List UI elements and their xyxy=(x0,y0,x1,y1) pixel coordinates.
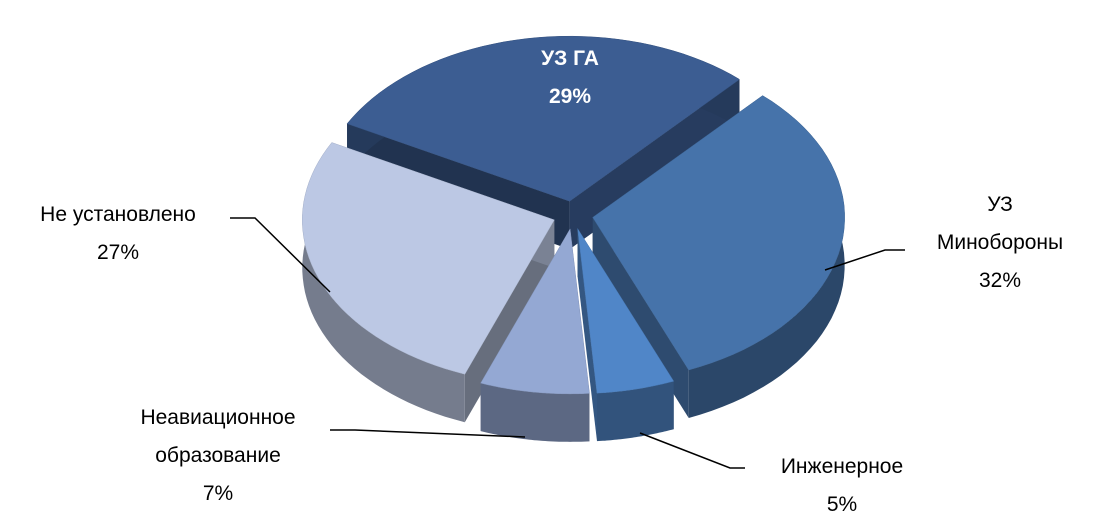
slice-value-label: 27% xyxy=(96,241,140,264)
slice-value-label: 7% xyxy=(202,482,234,505)
slice-value-label: 5% xyxy=(826,493,858,515)
slice-side xyxy=(597,381,674,442)
leader-line xyxy=(824,249,905,271)
slice-top xyxy=(480,228,590,395)
slice-side xyxy=(302,142,465,423)
slice-value-label: 29% xyxy=(548,85,592,108)
slice-label: УЗ ГА xyxy=(541,47,599,70)
slice-top xyxy=(592,95,845,371)
slice-tops xyxy=(302,35,845,395)
slice-value-label: 32% xyxy=(978,269,1022,292)
leader-line xyxy=(330,429,526,438)
leader-line xyxy=(639,432,745,469)
slice-label: Инженерное xyxy=(780,455,904,478)
slice-label: УЗ Минобороны xyxy=(936,193,1064,254)
slice-side xyxy=(480,383,590,442)
slice-label: Неавиационное образование xyxy=(140,406,296,467)
slice-top xyxy=(346,35,740,202)
slice-top xyxy=(577,228,675,394)
slice-top xyxy=(302,142,555,375)
slice-wall xyxy=(577,228,597,442)
slice-label: Не установлено xyxy=(40,203,196,226)
leader-line xyxy=(230,217,331,293)
